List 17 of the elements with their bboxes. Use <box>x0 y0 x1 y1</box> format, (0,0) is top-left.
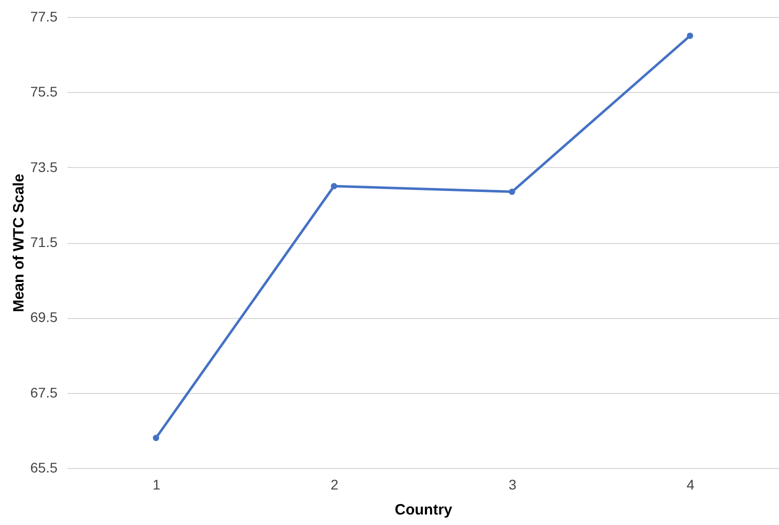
x-axis-title: Country <box>394 502 453 518</box>
y-tick-label: 67.5 <box>30 384 58 400</box>
point <box>508 188 516 195</box>
x-tick-label: 2 <box>330 476 339 492</box>
x-tick-label: 4 <box>686 476 695 492</box>
point <box>152 434 160 442</box>
y-tick-label: 71.5 <box>30 234 58 250</box>
point <box>686 32 694 39</box>
y-tick-label: 77.5 <box>30 8 58 24</box>
y-axis-title: Mean of WTC Scale <box>10 174 28 312</box>
y-tick-label: 75.5 <box>30 84 58 100</box>
x-tick-label: 3 <box>508 476 517 492</box>
x-tick-label: 1 <box>152 476 161 492</box>
y-tick-label: 69.5 <box>30 309 58 326</box>
y-tick-label: 65.5 <box>30 460 58 476</box>
point <box>330 182 338 190</box>
y-tick-label: 73.5 <box>30 158 58 175</box>
